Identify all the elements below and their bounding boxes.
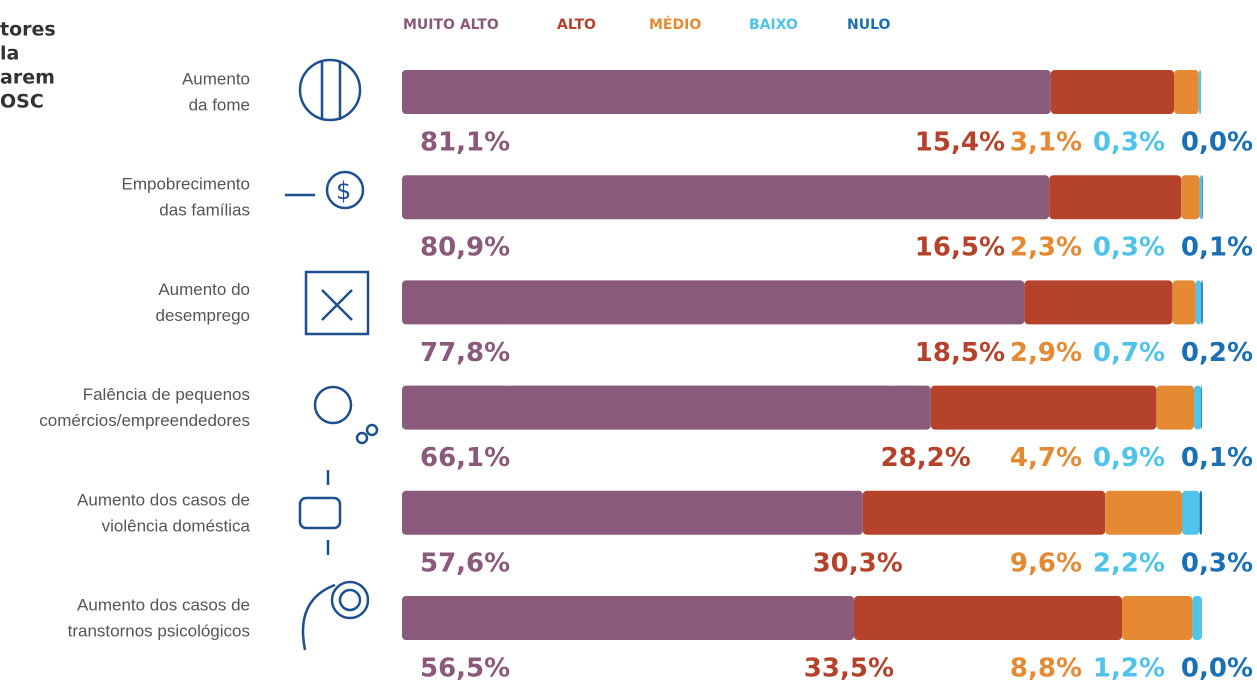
category-label: Aumento bbox=[182, 69, 250, 88]
category-label: desemprego bbox=[155, 306, 250, 325]
bar-segment bbox=[862, 490, 1106, 535]
value-label: 2,9% bbox=[1010, 338, 1082, 368]
value-label: 77,8% bbox=[420, 338, 510, 368]
bar-segment bbox=[402, 385, 931, 430]
bar-segment bbox=[1195, 280, 1202, 325]
value-label: 0,9% bbox=[1093, 443, 1165, 473]
bar-segment bbox=[402, 596, 854, 640]
value-label: 0,3% bbox=[1181, 548, 1253, 578]
svg-text:$: $ bbox=[336, 177, 351, 205]
category-label: Empobrecimento bbox=[121, 175, 250, 194]
value-label: 0,7% bbox=[1093, 338, 1165, 368]
title-line: la bbox=[0, 43, 19, 65]
bar-segment bbox=[854, 596, 1122, 640]
value-label: 2,2% bbox=[1093, 548, 1165, 578]
value-label: 0,1% bbox=[1181, 233, 1253, 263]
value-label: 8,8% bbox=[1010, 654, 1082, 684]
bar-segment bbox=[1192, 596, 1202, 640]
value-label: 80,9% bbox=[420, 233, 510, 263]
value-label: 0,2% bbox=[1181, 338, 1253, 368]
title-line: arem bbox=[0, 67, 55, 89]
category-label: transtornos psicológicos bbox=[68, 621, 250, 640]
value-label: 30,3% bbox=[813, 548, 903, 578]
value-label: 1,2% bbox=[1093, 654, 1165, 684]
bar-segment bbox=[1182, 490, 1200, 535]
title-line: OSC bbox=[0, 91, 44, 113]
bar-segment bbox=[1181, 175, 1200, 220]
value-label: 18,5% bbox=[915, 338, 1005, 368]
legend-label: ALTO bbox=[557, 17, 596, 33]
value-label: 66,1% bbox=[420, 443, 510, 473]
value-label: 28,2% bbox=[881, 443, 971, 473]
value-label: 57,6% bbox=[420, 548, 510, 578]
category-label: violência doméstica bbox=[102, 516, 251, 535]
legend-label: NULO bbox=[847, 17, 891, 33]
bar-segment bbox=[1199, 175, 1202, 220]
category-label: das famílias bbox=[159, 201, 250, 220]
bar-segment bbox=[402, 280, 1025, 325]
value-label: 2,3% bbox=[1010, 233, 1082, 263]
bar-segment bbox=[1105, 490, 1182, 535]
bar-segment bbox=[1172, 280, 1196, 325]
bar-segment bbox=[1202, 175, 1203, 220]
value-label: 81,1% bbox=[420, 128, 510, 158]
bar-segment bbox=[1201, 280, 1203, 325]
bar-segment bbox=[1174, 70, 1199, 114]
value-label: 9,6% bbox=[1010, 548, 1082, 578]
bar-segment bbox=[402, 70, 1051, 114]
value-label: 56,5% bbox=[420, 654, 510, 684]
bar-segment bbox=[930, 385, 1157, 430]
category-label: Falência de pequenos bbox=[83, 385, 250, 404]
value-label: 16,5% bbox=[915, 233, 1005, 263]
title-line: tores bbox=[0, 19, 56, 41]
value-label: 0,3% bbox=[1093, 233, 1165, 263]
bar-segment bbox=[1050, 70, 1174, 114]
bar-segment bbox=[402, 490, 863, 535]
legend-label: MÉDIO bbox=[649, 16, 701, 33]
bar-segment bbox=[1156, 385, 1194, 430]
bar-segment bbox=[1024, 280, 1173, 325]
legend-label: BAIXO bbox=[749, 17, 798, 33]
value-label: 0,1% bbox=[1181, 443, 1253, 473]
value-label: 0,3% bbox=[1093, 128, 1165, 158]
legend-label: MUITO ALTO bbox=[403, 17, 499, 33]
category-label: Aumento dos casos de bbox=[77, 595, 250, 614]
bar-segment bbox=[1049, 175, 1182, 220]
bar-segment bbox=[1198, 70, 1202, 114]
bar-segment bbox=[1199, 490, 1202, 535]
value-label: 33,5% bbox=[804, 654, 894, 684]
value-label: 4,7% bbox=[1010, 443, 1082, 473]
category-label: da fome bbox=[189, 95, 250, 114]
bar-segment bbox=[402, 175, 1050, 220]
category-label: Aumento dos casos de bbox=[77, 490, 250, 509]
icons: $ bbox=[285, 58, 379, 651]
bar-segment bbox=[1201, 385, 1202, 430]
category-label: comércios/empreendedores bbox=[39, 411, 250, 430]
value-label: 15,4% bbox=[915, 128, 1005, 158]
bar-segment bbox=[1194, 385, 1202, 430]
value-label: 3,1% bbox=[1010, 128, 1082, 158]
value-label: 0,0% bbox=[1181, 654, 1253, 684]
category-label: Aumento do bbox=[158, 280, 250, 299]
value-label: 0,0% bbox=[1181, 128, 1253, 158]
bar-segment bbox=[1122, 596, 1193, 640]
